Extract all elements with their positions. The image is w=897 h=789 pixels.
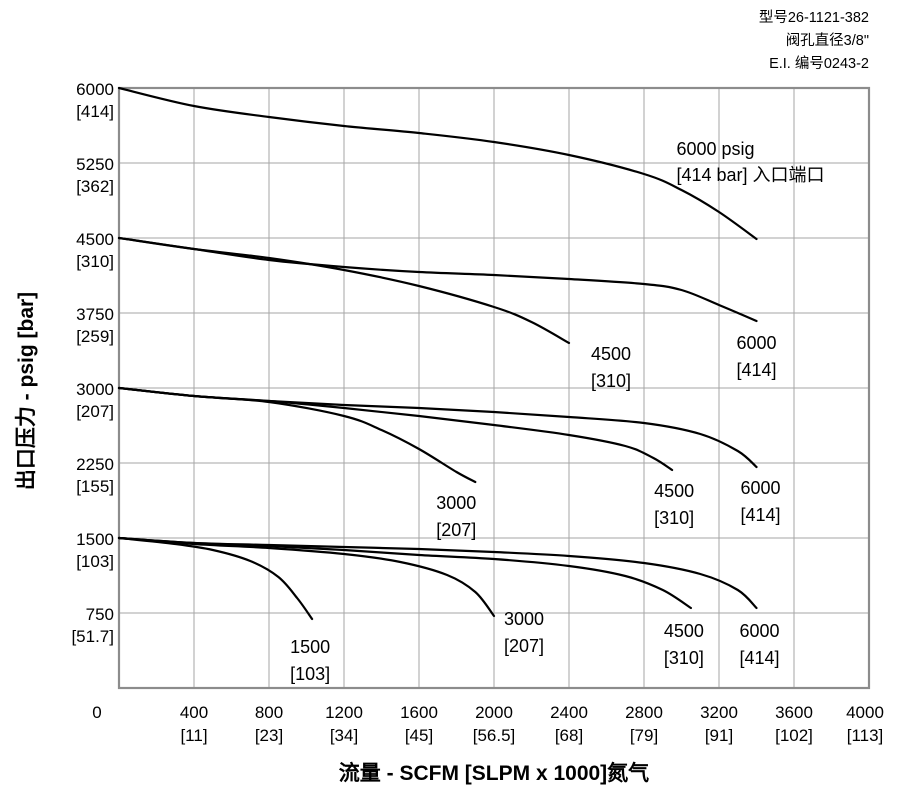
x-tick-sublabel: [11] <box>180 726 207 745</box>
curve-line <box>117 86 758 241</box>
x-tick-label: 1600 <box>400 703 438 722</box>
y-tick-label: 3750 <box>76 305 114 324</box>
curve-line <box>117 386 674 472</box>
curve-label: [414] <box>736 360 776 380</box>
x-tick-label: 0 <box>92 703 101 722</box>
y-tick-sublabel: [103] <box>76 552 114 571</box>
curve-label: 6000 <box>739 621 779 641</box>
curve-line <box>117 386 477 484</box>
x-tick-label: 1200 <box>325 703 363 722</box>
x-tick-sublabel: [34] <box>330 726 358 745</box>
curve-line <box>117 536 758 610</box>
curve-label: 6000 <box>736 333 776 353</box>
y-tick-label: 5250 <box>76 155 114 174</box>
note-ei-number: E.I. 编号0243-2 <box>769 55 869 72</box>
x-tick-sublabel: [56.5] <box>473 726 516 745</box>
x-tick-label: 800 <box>255 703 283 722</box>
spec-notes: 型号26-1121-382 阀孔直径3/8" E.I. 编号0243-2 <box>759 9 869 72</box>
curve-label: 4500 <box>654 481 694 501</box>
y-axis-title: 出口压力 - psig [bar] <box>15 292 38 490</box>
curve-label: 6000 psig <box>677 139 755 159</box>
curve-label: [310] <box>654 508 694 528</box>
curve-label: [207] <box>436 520 476 540</box>
curve-line <box>117 536 692 610</box>
data-curves <box>117 86 758 621</box>
curve-line <box>117 386 758 469</box>
y-tick-sublabel: [310] <box>76 252 114 271</box>
curve-label: 4500 <box>591 344 631 364</box>
curve-label: [207] <box>504 636 544 656</box>
y-tick-labels: 6000 [414] 5250 [362] 4500 [310] 3750 [259] 3000… <box>71 80 114 646</box>
note-model: 型号26-1121-382 <box>759 9 869 26</box>
curve-label: 3000 <box>504 609 544 629</box>
curve-line <box>117 536 314 621</box>
curve-label: [414] <box>740 505 780 525</box>
curve-label: [414] <box>739 648 779 668</box>
y-tick-sublabel: [259] <box>76 327 114 346</box>
curve-line <box>117 236 571 345</box>
y-tick-label: 1500 <box>76 530 114 549</box>
x-tick-sublabel: [113] <box>847 726 884 745</box>
y-tick-label: 2250 <box>76 455 114 474</box>
curve-label: [310] <box>664 648 704 668</box>
curve-label: 4500 <box>664 621 704 641</box>
x-tick-label: 2000 <box>475 703 513 722</box>
y-tick-label: 750 <box>86 605 114 624</box>
y-tick-sublabel: [51.7] <box>71 627 114 646</box>
curve-label: [103] <box>290 664 330 684</box>
curve-label: 1500 <box>290 637 330 657</box>
x-tick-sublabel: [45] <box>405 726 433 745</box>
x-tick-sublabel: [23] <box>255 726 283 745</box>
curve-line <box>117 236 758 323</box>
x-tick-label: 4000 <box>846 703 884 722</box>
y-tick-label: 6000 <box>76 80 114 99</box>
note-orifice: 阀孔直径3/8" <box>786 32 869 49</box>
curve-label: 3000 <box>436 493 476 513</box>
curve-label: 6000 <box>740 478 780 498</box>
x-tick-label: 2400 <box>550 703 588 722</box>
x-tick-label: 3200 <box>700 703 738 722</box>
y-tick-sublabel: [155] <box>76 477 114 496</box>
x-tick-sublabel: [68] <box>555 726 583 745</box>
x-tick-sublabel: [79] <box>630 726 658 745</box>
curve-label: [414 bar] 入口端口 <box>677 165 825 185</box>
y-tick-sublabel: [362] <box>76 177 114 196</box>
x-tick-labels: 0 400 [11] 800 [23] 1200 [34] 1600 [45] 2000 [56.5… <box>92 703 884 745</box>
x-tick-label: 400 <box>180 703 208 722</box>
y-tick-label: 3000 <box>76 380 114 399</box>
x-axis-title: 流量 - SCFM [SLPM x 1000]氮气 <box>339 761 649 785</box>
x-tick-label: 3600 <box>775 703 813 722</box>
curve-labels: 6000 psig [414 bar] 入口端口 6000 [414] 4500 [310… <box>290 139 824 684</box>
y-tick-label: 4500 <box>76 230 114 249</box>
curve-line <box>117 536 496 618</box>
x-tick-sublabel: [102] <box>775 726 813 745</box>
gridlines <box>119 88 869 688</box>
y-tick-sublabel: [207] <box>76 402 114 421</box>
curve-label: [310] <box>591 371 631 391</box>
x-tick-sublabel: [91] <box>705 726 733 745</box>
x-tick-label: 2800 <box>625 703 663 722</box>
y-tick-sublabel: [414] <box>76 102 114 121</box>
